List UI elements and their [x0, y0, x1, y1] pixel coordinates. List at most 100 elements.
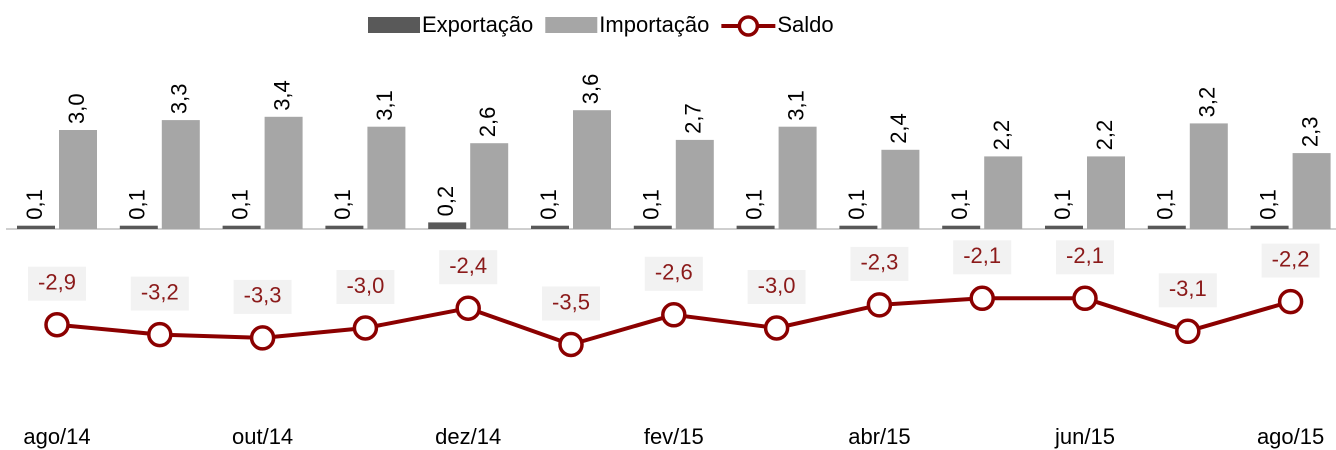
bar — [1087, 156, 1125, 229]
saldo-marker — [558, 331, 584, 358]
bar-value-label: 2,2 — [1092, 120, 1117, 151]
bar-value-label: 2,3 — [1297, 117, 1322, 148]
bar — [161, 120, 200, 229]
bar-value-label: 3,6 — [578, 74, 603, 105]
bar-value-label: 3,1 — [372, 90, 397, 121]
bar — [17, 225, 55, 229]
bar-value-label: 0,1 — [22, 189, 47, 220]
bar — [1250, 225, 1289, 229]
legend-label: Importação — [599, 12, 709, 37]
bar-value-label: 2,4 — [886, 113, 911, 144]
bar-value-label: 0,1 — [227, 189, 252, 220]
bar — [778, 126, 817, 229]
bar-value-label: 2,6 — [475, 107, 500, 138]
x-tick-label: ago/15 — [1257, 424, 1324, 449]
saldo-value-label: -2,3 — [860, 250, 898, 275]
saldo-marker — [352, 315, 379, 341]
bar — [942, 225, 981, 229]
bar-value-label: 3,2 — [1195, 87, 1220, 118]
saldo-marker — [763, 315, 790, 341]
bar-value-label: 0,1 — [844, 189, 869, 220]
legend-swatch — [368, 17, 420, 33]
bar-value-label: 0,1 — [330, 189, 355, 220]
saldo-value-label: -3,0 — [758, 273, 796, 298]
saldo-label-bg — [747, 270, 806, 304]
saldo-label-bg — [850, 246, 909, 281]
saldo-marker — [1277, 288, 1304, 315]
bar — [119, 225, 158, 229]
saldo-marker — [249, 325, 276, 351]
bar-value-label: 3,4 — [269, 80, 294, 111]
bar — [367, 126, 406, 229]
bar-value-label: 0,1 — [741, 189, 766, 220]
x-tick-label: abr/15 — [848, 424, 910, 449]
saldo-label-bg — [336, 270, 395, 304]
saldo-label-bg — [233, 279, 292, 314]
legend-marker — [737, 15, 760, 37]
bar-value-label: 0,1 — [639, 189, 664, 220]
bar-value-label: 0,2 — [433, 186, 458, 217]
saldo-label-bg — [644, 256, 703, 291]
bar-value-label: 3,1 — [783, 90, 808, 121]
legend-label: Saldo — [777, 12, 833, 37]
bar-value-label: 2,2 — [989, 120, 1014, 151]
saldo-value-label: -3,2 — [141, 279, 179, 304]
bar — [839, 225, 878, 229]
x-tick-label: jun/15 — [1054, 424, 1115, 449]
saldo-marker — [969, 285, 995, 312]
saldo-label-bg — [1056, 240, 1114, 275]
bar — [881, 149, 920, 229]
bar-value-label: 2,7 — [681, 103, 706, 134]
bar-value-label: 0,1 — [1255, 189, 1280, 220]
saldo-label-bg — [439, 250, 498, 285]
saldo-value-label: -2,2 — [1272, 246, 1310, 271]
saldo-label-bg — [28, 266, 86, 301]
saldo-marker — [1175, 318, 1201, 345]
bar — [222, 225, 261, 229]
bar — [531, 225, 569, 229]
saldo-marker — [147, 321, 173, 348]
saldo-value-label: -2,6 — [655, 260, 693, 285]
saldo-label-bg — [130, 276, 189, 311]
bar — [325, 225, 364, 229]
bar — [984, 156, 1023, 229]
bar — [1189, 123, 1228, 229]
saldo-value-label: -3,3 — [244, 283, 282, 308]
bar — [1045, 225, 1083, 229]
saldo-marker — [44, 311, 70, 338]
saldo-marker — [661, 302, 687, 328]
bar-value-label: 0,1 — [125, 189, 150, 220]
saldo-value-label: -2,9 — [38, 270, 76, 295]
bar-value-label: 3,3 — [167, 84, 192, 115]
saldo-marker — [1072, 285, 1098, 312]
saldo-value-label: -2,4 — [449, 253, 487, 278]
bar — [1147, 225, 1186, 229]
bar-value-label: 0,1 — [536, 189, 561, 220]
bar-value-label: 0,1 — [1153, 189, 1178, 220]
bar — [1292, 153, 1331, 229]
saldo-marker — [455, 295, 481, 321]
saldo-value-label: -2,1 — [1066, 243, 1104, 268]
bar — [736, 225, 775, 229]
x-tick-label: dez/14 — [435, 424, 501, 449]
bar — [59, 130, 97, 229]
saldo-value-label: -3,5 — [552, 289, 590, 314]
saldo-value-label: -3,0 — [346, 273, 384, 298]
bar — [573, 110, 611, 229]
bar — [428, 222, 467, 229]
bar — [633, 225, 672, 229]
saldo-label-bg — [542, 286, 600, 321]
bar — [470, 143, 509, 229]
bar-value-label: 0,1 — [1050, 189, 1075, 220]
saldo-label-bg — [1158, 273, 1217, 308]
x-tick-label: out/14 — [232, 424, 293, 449]
bar-value-label: 0,1 — [947, 189, 972, 220]
saldo-value-label: -2,1 — [963, 243, 1001, 268]
legend-swatch — [545, 17, 598, 33]
saldo-marker — [866, 292, 893, 318]
x-tick-label: fev/15 — [644, 424, 704, 449]
saldo-label-bg — [953, 240, 1012, 275]
saldo-value-label: -3,1 — [1169, 276, 1207, 301]
bar — [675, 139, 714, 229]
